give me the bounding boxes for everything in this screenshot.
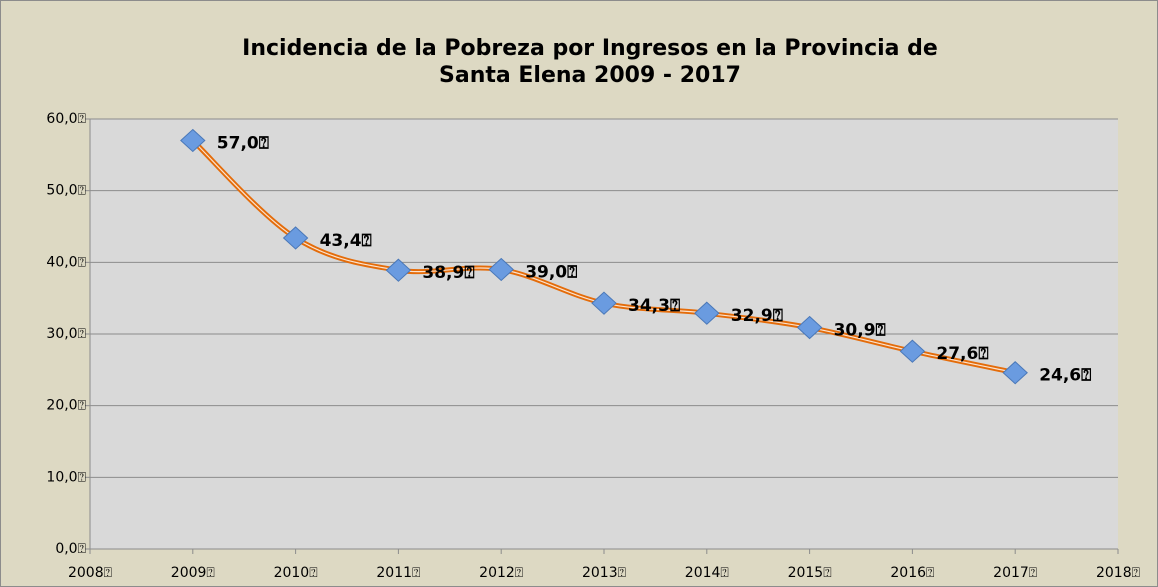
- marker: [796, 315, 823, 340]
- x-tick-label: 2009⍰: [171, 565, 215, 581]
- y-tick-label: 60,0⍰: [46, 111, 86, 127]
- data-label: 30,9⍰: [834, 321, 886, 341]
- marker: [180, 128, 206, 153]
- data-label: 43,4⍰: [320, 231, 372, 251]
- x-tick-label: 2010⍰: [274, 565, 318, 581]
- marker: [282, 226, 309, 250]
- x-tick-label: 2012⍰: [479, 565, 523, 581]
- marker: [385, 258, 412, 282]
- data-label: 32,9⍰: [731, 306, 783, 326]
- x-tick-label: 2015⍰: [788, 565, 832, 581]
- data-label: 57,0⍰: [217, 134, 269, 154]
- marker: [1002, 361, 1028, 385]
- y-tick-label: 10,0⍰: [46, 469, 86, 485]
- chart-title: Santa Elena 2009 - 2017: [439, 63, 741, 88]
- x-tick-label: 2016⍰: [890, 565, 934, 581]
- marker: [694, 301, 720, 325]
- marker: [591, 291, 617, 315]
- x-tick-label: 2013⍰: [582, 565, 626, 581]
- marker: [488, 257, 514, 282]
- y-tick-label: 50,0⍰: [46, 183, 86, 199]
- x-tick-label: 2014⍰: [685, 565, 729, 581]
- data-label: 39,0⍰: [525, 263, 577, 283]
- data-label: 24,6⍰: [1039, 366, 1091, 386]
- y-tick-label: 20,0⍰: [46, 398, 86, 414]
- x-tick-label: 2011⍰: [376, 565, 420, 581]
- x-tick-label: 2008⍰: [68, 565, 112, 581]
- chart-title: Incidencia de la Pobreza por Ingresos en…: [242, 36, 938, 61]
- data-label: 27,6⍰: [936, 344, 988, 364]
- x-tick-label: 2018⍰: [1096, 565, 1140, 581]
- y-tick-label: 30,0⍰: [46, 326, 86, 342]
- data-label: 38,9⍰: [422, 263, 474, 283]
- y-tick-label: 40,0⍰: [46, 254, 86, 270]
- y-tick-label: 0,0⍰: [55, 541, 86, 557]
- data-label: 34,3⍰: [628, 296, 680, 316]
- x-tick-label: 2017⍰: [993, 565, 1037, 581]
- marker: [899, 339, 926, 363]
